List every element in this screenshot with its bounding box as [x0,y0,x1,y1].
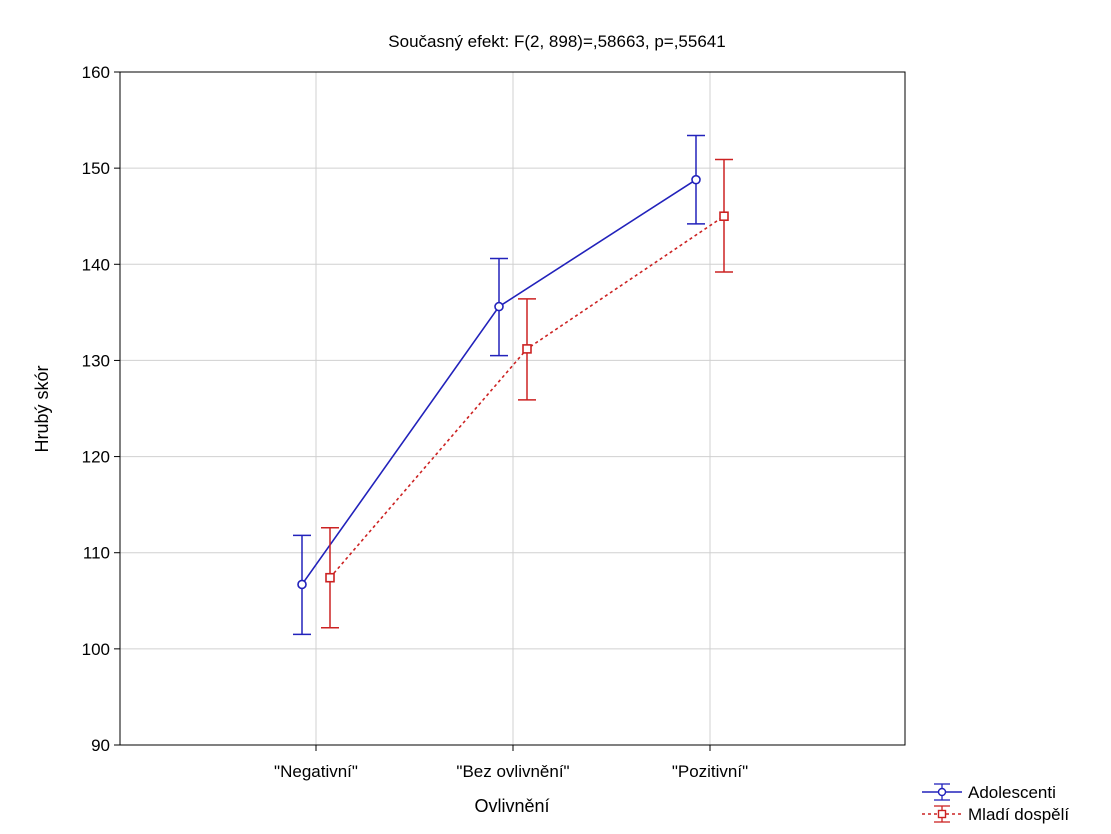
data-point [691,174,701,185]
x-tick-label: "Pozitivní" [672,762,748,781]
y-tick-label: 120 [82,448,110,467]
series-layer [293,134,733,636]
y-tick-label: 140 [82,255,110,274]
legend-item: Adolescenti [922,783,1056,802]
legend: Adolescenti Mladí dospělí [922,783,1069,824]
x-axis-ticks: "Negativní" "Bez ovlivnění" "Pozitivní" [274,745,748,781]
data-point [719,211,729,222]
y-tick-label: 100 [82,640,110,659]
data-point [297,579,307,590]
x-tick-label: "Negativní" [274,762,358,781]
y-axis-ticks: 90 100 110 120 130 140 150 160 [82,63,120,755]
series-2 [321,158,733,629]
y-tick-label: 90 [91,736,110,755]
y-tick-label: 130 [82,351,110,370]
chart-title: Současný efekt: F(2, 898)=,58663, p=,556… [388,32,725,51]
series-1 [293,134,705,636]
y-axis-label: Hrubý skór [32,365,52,452]
legend-label: Adolescenti [968,783,1056,802]
data-point [494,301,504,312]
y-tick-label: 160 [82,63,110,82]
y-tick-label: 150 [82,159,110,178]
data-point [522,344,532,354]
legend-item: Mladí dospělí [922,805,1069,824]
data-point [325,572,335,583]
grid-lines [120,72,905,745]
x-tick-label: "Bez ovlivnění" [456,762,569,781]
x-axis-label: Ovlivnění [474,796,549,816]
legend-label: Mladí dospělí [968,805,1069,824]
y-tick-label: 110 [83,544,110,563]
